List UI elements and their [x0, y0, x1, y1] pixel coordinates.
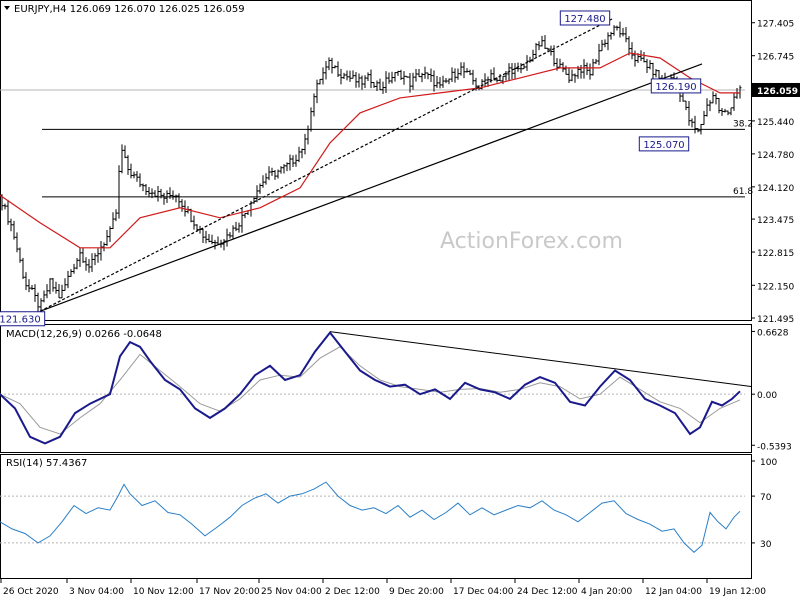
price-tick-label: 124.120: [757, 184, 794, 194]
price-tick-label: 126.745: [757, 53, 794, 63]
time-tick-label: 25 Nov 04:00: [261, 587, 322, 597]
time-tick-label: 3 Nov 04:00: [69, 587, 124, 597]
rsi-header: RSI(14) 57.4367: [6, 458, 87, 469]
time-tick-label: 12 Jan 04:00: [645, 587, 702, 597]
price-annotation-box: [650, 78, 702, 94]
macd-signal-line: [0, 346, 741, 435]
price-tick-label: 121.495: [757, 315, 794, 325]
rsi-line: [0, 481, 741, 553]
price-annotation-box: [559, 10, 611, 26]
time-tick-label: 17 Dec 04:00: [453, 587, 514, 597]
price-tick-label: 122.815: [757, 249, 794, 259]
macd-trendline: [329, 331, 753, 388]
price-panel: 38.2 61.8 127.480 126.190 125.070 121.630 127.…: [0, 10, 800, 327]
macd-tick-label: -0.5393: [757, 442, 792, 452]
price-annotation-box: [0, 311, 46, 327]
rsi-tick-label: 30: [760, 540, 772, 550]
current-price-label: 126.059: [757, 87, 798, 97]
price-annotation-label: 125.070: [643, 140, 684, 151]
rsi-panel-frame: [0, 454, 752, 579]
moving-average-line: [0, 52, 740, 249]
time-tick-label: 17 Nov 20:00: [199, 587, 260, 597]
time-tick-label: 19 Jan 12:00: [709, 587, 766, 597]
price-tick-label: 127.405: [757, 20, 794, 30]
time-axis: 26 Oct 2020 3 Nov 04:00 10 Nov 12:00 17 Nov…: [0, 579, 766, 597]
support-trendline: [39, 63, 703, 312]
rsi-tick-label: 70: [760, 493, 772, 503]
price-header: EURJPY,H4 126.069 126.070 126.025 126.05…: [14, 4, 245, 15]
price-tick-label: 123.475: [757, 216, 794, 226]
price-tick-label: 122.150: [757, 282, 794, 292]
price-annotation-label: 126.190: [655, 82, 696, 93]
macd-panel: 0.6628 0.00 -0.5393: [0, 328, 792, 452]
price-annotation-box: [638, 136, 690, 152]
fib-level-label: 38.2: [733, 119, 753, 129]
watermark: ActionForex.com: [440, 229, 623, 254]
price-tick-label: 125.440: [757, 118, 794, 128]
dashed-trendline: [39, 18, 613, 312]
time-tick-label: 10 Nov 12:00: [133, 587, 194, 597]
macd-header: MACD(12,26,9) 0.0266 -0.0648: [6, 329, 162, 340]
macd-panel-frame: [0, 324, 752, 453]
current-price-badge: [752, 82, 800, 97]
price-panel-frame: [0, 0, 752, 321]
fib-level-label: 61.8: [733, 187, 753, 197]
time-tick-label: 26 Oct 2020: [3, 587, 59, 597]
time-tick-label: 9 Dec 20:00: [389, 587, 444, 597]
price-tick-label: 124.780: [757, 151, 794, 161]
macd-line: [0, 330, 741, 445]
macd-tick-label: 0.6628: [757, 328, 789, 338]
rsi-tick-label: 100: [760, 458, 777, 468]
rsi-panel: 100 70 30: [0, 458, 777, 553]
symbol-dropdown-icon[interactable]: [4, 6, 10, 10]
time-tick-label: 24 Dec 12:00: [517, 587, 578, 597]
time-tick-label: 4 Jan 20:00: [581, 587, 633, 597]
macd-tick-label: 0.00: [757, 391, 777, 401]
time-tick-label: 2 Dec 12:00: [325, 587, 380, 597]
price-annotation-label: 127.480: [564, 14, 605, 25]
price-annotation-label: 121.630: [0, 315, 41, 326]
